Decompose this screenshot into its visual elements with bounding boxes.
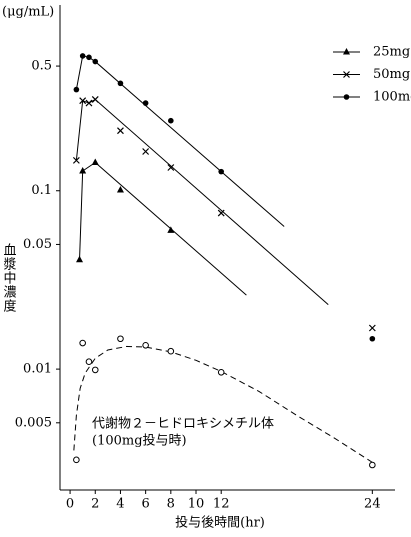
- metabolite-label: 代謝物２－ヒドロキシメチル体: [92, 417, 274, 432]
- y-tick-label: 0.5: [31, 59, 52, 74]
- data-point: [76, 255, 84, 263]
- data-point: [167, 164, 175, 171]
- x-tick-label: 4: [116, 497, 124, 512]
- x-tick-label: 10: [188, 497, 205, 512]
- data-point: [91, 96, 99, 103]
- data-point: [217, 209, 225, 217]
- data-point: [142, 100, 149, 106]
- x-axis-title: 投与後時間(hr): [175, 515, 265, 531]
- data-point: [168, 117, 174, 124]
- data-point: [117, 80, 124, 87]
- data-point: [79, 167, 87, 174]
- data-point: [79, 97, 87, 105]
- x-tick-label: 12: [213, 497, 230, 512]
- data-point: [117, 127, 124, 135]
- legend-marker: [343, 71, 350, 78]
- data-point: [369, 335, 376, 342]
- metabolite-point: [91, 366, 99, 374]
- x-tick-label: 2: [91, 497, 99, 512]
- metabolite-point: [117, 335, 124, 343]
- metabolite-point: [217, 368, 225, 376]
- metabolite-point: [85, 358, 93, 366]
- x-tick-label: 0: [66, 497, 74, 512]
- metabolite-point: [142, 341, 149, 349]
- fit-line: [94, 99, 329, 305]
- data-point: [73, 86, 80, 93]
- data-point: [368, 324, 376, 332]
- metabolite-point: [167, 347, 175, 355]
- metabolite-point: [73, 456, 80, 464]
- y-tick-label: 0.01: [23, 362, 52, 377]
- fit-line: [94, 61, 285, 227]
- early-line: [79, 162, 96, 260]
- data-point: [167, 226, 175, 233]
- x-tick-label: 6: [141, 497, 149, 512]
- y-unit: (μg/mL): [2, 5, 54, 20]
- data-point: [116, 185, 124, 193]
- legend-marker: [343, 48, 350, 55]
- metabolite-point: [369, 461, 376, 469]
- data-point: [142, 148, 150, 155]
- metabolite-point: [79, 339, 86, 347]
- y-tick-label: 0.05: [23, 237, 52, 252]
- legend-label: 100mg: [373, 90, 411, 105]
- metabolite-note: (100mg投与時): [92, 433, 187, 449]
- early-line: [75, 55, 96, 90]
- data-point: [92, 58, 99, 65]
- data-point: [72, 156, 80, 164]
- data-point: [85, 99, 93, 107]
- legend-label: 25mg: [373, 45, 410, 60]
- y-tick-label: 0.1: [31, 183, 52, 198]
- y-tick-label: 0.005: [15, 415, 52, 430]
- x-tick-label: 24: [364, 497, 381, 512]
- data-point: [91, 158, 99, 165]
- legend-label: 50mg: [373, 67, 410, 82]
- data-point: [86, 54, 92, 61]
- x-tick-label: 8: [167, 497, 175, 512]
- data-point: [218, 168, 225, 175]
- data-point: [79, 53, 86, 59]
- early-line: [75, 99, 96, 161]
- legend-marker: [343, 94, 350, 100]
- metabolite-curve: [73, 345, 373, 463]
- y-axis-title: 血漿中濃度: [1, 243, 17, 313]
